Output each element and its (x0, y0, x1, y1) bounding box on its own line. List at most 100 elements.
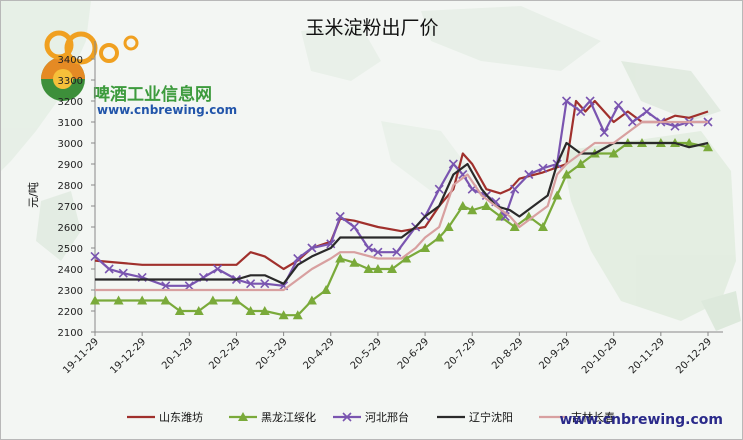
data-point-x (246, 279, 256, 289)
data-point-x (260, 279, 270, 289)
y-axis-label: 元/吨 (27, 182, 40, 208)
x-tick-label: 20-7-29 (443, 336, 478, 371)
data-point-x (90, 251, 100, 261)
data-point-x (627, 117, 638, 127)
data-point-x (213, 264, 223, 274)
data-point-x (538, 163, 548, 173)
y-tick-label: 3300 (58, 76, 83, 87)
data-point-x (293, 253, 303, 264)
y-tick-label: 2400 (58, 265, 83, 276)
data-point-triangle (434, 232, 445, 242)
data-point-triangle (113, 295, 124, 305)
y-tick-labels: 2100 2200 2300 2400 2500 2600 2700 2800 2900 3000… (58, 55, 95, 339)
data-point-x (363, 243, 374, 253)
y-tick-label: 2900 (58, 160, 83, 171)
data-point-x (510, 184, 520, 194)
y-tick-label: 2500 (58, 244, 83, 255)
data-point-x (349, 222, 359, 232)
x-tick-label: 19-12-29 (108, 336, 148, 376)
brand-name: 啤酒工业信息网 (93, 84, 212, 105)
legend-marker (342, 412, 352, 422)
y-tick-label: 2100 (58, 328, 83, 339)
x-tick-label: 20-3-29 (254, 336, 289, 371)
data-point-triangle (292, 310, 303, 320)
data-point-x (448, 159, 458, 169)
series-1 (94, 99, 709, 271)
data-point-x (307, 243, 317, 253)
y-tick-label: 3100 (58, 118, 83, 129)
logo-bubble-icon (123, 35, 139, 51)
data-point-x (576, 106, 586, 117)
legend-marker (238, 412, 248, 421)
data-point-triangle (703, 142, 713, 152)
x-tick-label: 20-2-29 (207, 336, 242, 371)
data-point-triangle (537, 222, 548, 231)
y-tick-label: 2700 (58, 202, 83, 213)
data-point-x (599, 127, 609, 138)
brand-url: www.cnbrewing.com (97, 103, 237, 117)
data-point-triangle (306, 295, 317, 305)
y-tick-label: 2800 (58, 181, 83, 192)
data-point-x (161, 281, 171, 291)
data-point-triangle (90, 295, 100, 305)
data-point-triangle (608, 148, 619, 158)
data-point-x (613, 100, 623, 110)
data-point-triangle (552, 190, 563, 200)
data-point-triangle (137, 295, 148, 305)
data-point-triangle (420, 243, 431, 252)
legend-label: 山东潍坊 (159, 410, 203, 424)
y-tick-label: 2600 (58, 223, 83, 234)
data-point-x (585, 96, 595, 106)
data-point-x (118, 268, 128, 278)
data-point-triangle (561, 169, 572, 179)
series-4 (95, 141, 709, 285)
data-point-x (561, 96, 572, 106)
legend-item: 河北邢台 (333, 410, 409, 424)
x-tick-labels: 19-11-29 19-12-29 20-1-29 20-2-29 20-3-29 20-… (61, 332, 714, 376)
y-tick-label: 2300 (58, 286, 83, 297)
x-tick-label: 20-10-29 (580, 336, 620, 376)
watermark-text: www.cnbrewing.com (560, 412, 723, 428)
series-group (90, 96, 713, 320)
data-point-x (104, 264, 114, 274)
data-point-triangle (335, 253, 346, 263)
data-point-x (642, 106, 652, 117)
x-tick-label: 19-11-29 (61, 336, 101, 376)
x-tick-label: 20-4-29 (302, 336, 337, 371)
data-point-triangle (684, 138, 695, 147)
data-point-x (373, 247, 383, 257)
data-point-triangle (259, 306, 270, 315)
data-point-triangle (457, 201, 468, 210)
x-tick-label: 20-11-29 (627, 336, 667, 376)
series-line (94, 99, 709, 271)
data-point-triangle (481, 201, 492, 210)
legend-item: 黑龙江绥化 (229, 410, 316, 424)
data-point-triangle (401, 253, 412, 263)
data-point-triangle (193, 306, 204, 315)
data-point-triangle (349, 257, 360, 267)
data-point-x (392, 247, 402, 257)
data-point-triangle (363, 264, 374, 273)
x-tick-label: 20-12-29 (674, 336, 714, 376)
data-point-x (184, 281, 194, 291)
data-point-triangle (278, 310, 289, 320)
logo-bubble-icon (44, 30, 74, 60)
data-point-triangle (321, 285, 332, 294)
x-tick-label: 20-9-29 (537, 336, 572, 371)
legend-label: 辽宁沈阳 (469, 410, 513, 424)
y-tick-label: 3000 (58, 139, 83, 150)
legend-item: 山东潍坊 (127, 410, 203, 424)
legend-item: 辽宁沈阳 (437, 410, 513, 424)
logo-bubble-icon (99, 43, 119, 63)
series-line (94, 99, 708, 287)
data-point-x (670, 121, 680, 131)
x-tick-label: 20-6-29 (396, 336, 431, 371)
data-point-triangle (160, 295, 171, 305)
data-point-triangle (467, 205, 478, 215)
x-tick-label: 20-5-29 (349, 336, 384, 371)
x-tick-label: 20-1-29 (160, 336, 195, 371)
y-tick-label: 3400 (58, 55, 83, 66)
y-tick-label: 3200 (58, 97, 83, 108)
legend: 山东潍坊 黑龙江绥化 河北邢台 辽宁沈阳 吉林长春 (127, 410, 615, 424)
